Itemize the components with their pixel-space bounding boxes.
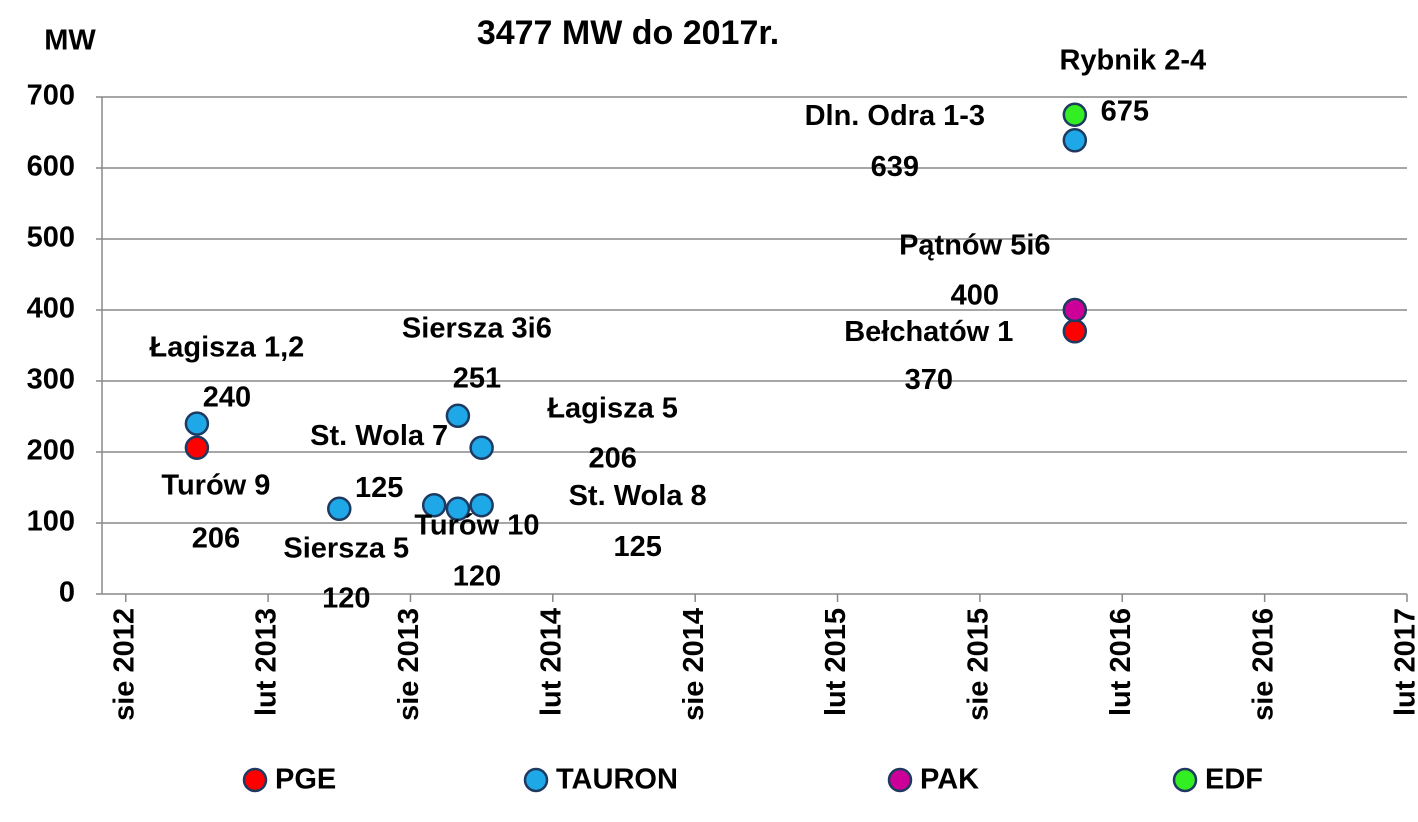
point-name: Rybnik 2-4 <box>1059 44 1206 76</box>
x-tick-label: lut 2016 <box>1105 608 1137 716</box>
y-axis-label: MW <box>44 25 96 57</box>
data-label: 206 <box>192 522 240 554</box>
legend-marker <box>1172 767 1198 793</box>
point-name: Bełchatów 1 <box>844 316 1013 348</box>
point <box>1062 319 1088 344</box>
point-name: Łagisza 5 <box>547 392 678 424</box>
point <box>469 493 494 518</box>
x-tick-label: sie 2014 <box>678 608 710 721</box>
x-tick-label: lut 2015 <box>820 608 852 716</box>
x-tick-label: lut 2017 <box>1390 608 1418 716</box>
x-tick-label: sie 2016 <box>1247 608 1279 721</box>
point-name: Turów 9 <box>161 469 270 501</box>
data-label: 675 <box>1101 95 1149 127</box>
point <box>469 435 494 460</box>
point-name: Pątnów 5i6 <box>899 230 1051 262</box>
point <box>327 496 352 522</box>
y-tick-label: 0 <box>59 577 75 609</box>
x-tick-label: sie 2013 <box>393 608 425 721</box>
legend-marker <box>887 767 913 793</box>
point <box>1062 297 1088 323</box>
data-label: 251 <box>453 362 501 394</box>
y-tick-label: 200 <box>27 435 75 467</box>
legend-label: PAK <box>920 764 979 796</box>
point-name: Dln. Odra 1-3 <box>805 100 986 132</box>
x-tick-label: lut 2014 <box>535 608 567 716</box>
point <box>421 493 447 518</box>
y-tick-label: 500 <box>27 222 75 254</box>
data-label: 639 <box>871 151 919 183</box>
point-name: Łagisza 1,2 <box>150 331 305 363</box>
legend-label: TAURON <box>556 764 678 796</box>
legend-marker <box>523 767 549 793</box>
point-name: Siersza 5 <box>283 532 409 564</box>
data-label: 400 <box>951 280 999 312</box>
x-tick-label: sie 2015 <box>963 608 995 721</box>
data-label: 125 <box>613 531 661 563</box>
data-label: 370 <box>905 364 953 396</box>
y-tick-label: 100 <box>27 506 75 538</box>
y-tick-label: 600 <box>27 151 75 183</box>
point-name: Turów 10 <box>414 509 539 541</box>
point <box>1062 128 1088 153</box>
y-tick-label: 700 <box>27 80 75 112</box>
legend-marker <box>242 767 268 793</box>
data-label: 125 <box>355 472 403 504</box>
data-label: 120 <box>453 560 501 592</box>
point <box>1062 102 1088 127</box>
y-tick-label: 400 <box>27 293 75 325</box>
data-label: 240 <box>203 381 251 413</box>
legend-label: PGE <box>275 764 336 796</box>
point <box>445 496 471 522</box>
chart-title: 3477 MW do 2017r. <box>477 14 779 52</box>
point-name: Siersza 3i6 <box>402 312 552 344</box>
y-tick-label: 300 <box>27 364 75 396</box>
data-label: 120 <box>322 582 370 614</box>
point-name: St. Wola 8 <box>569 480 707 512</box>
point-name: St. Wola 7 <box>310 420 448 452</box>
data-label: 206 <box>588 442 636 474</box>
x-tick-label: sie 2012 <box>108 608 140 721</box>
point <box>445 403 471 429</box>
point <box>184 435 210 460</box>
legend-label: EDF <box>1205 764 1263 796</box>
x-tick-label: lut 2013 <box>251 608 283 716</box>
point <box>184 411 210 436</box>
